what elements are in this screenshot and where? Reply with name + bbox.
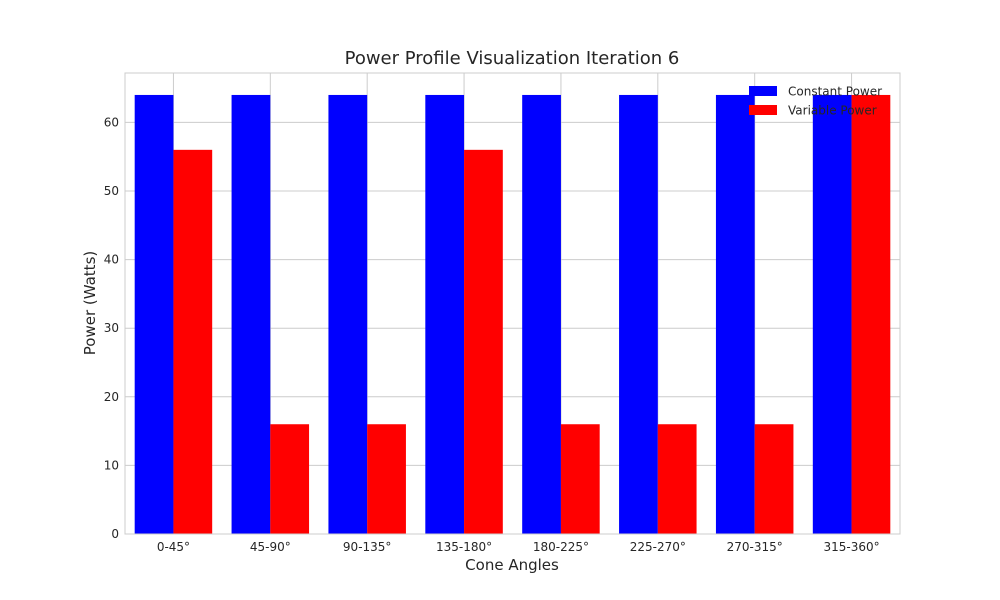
legend: Constant Power Variable Power	[749, 85, 882, 118]
variable-power-bar	[560, 424, 600, 534]
legend-swatch	[749, 105, 777, 115]
bars	[134, 94, 891, 535]
chart-title: Power Profile Visualization Iteration 6	[345, 48, 680, 69]
x-tick-label: 0-45°	[157, 540, 190, 554]
legend-label: Variable Power	[788, 104, 877, 118]
y-tick-label: 10	[104, 458, 119, 472]
y-tick-label: 60	[104, 115, 119, 129]
constant-power-bar	[715, 94, 755, 534]
x-tick-label: 180-225°	[533, 540, 589, 554]
legend-swatch	[749, 86, 777, 96]
constant-power-bar	[425, 94, 465, 534]
y-tick-label: 40	[104, 253, 119, 267]
constant-power-bar	[328, 94, 368, 534]
x-tick-label: 315-360°	[823, 540, 879, 554]
variable-power-bar	[657, 424, 697, 534]
x-tick-label: 225-270°	[630, 540, 686, 554]
constant-power-bar	[231, 94, 271, 534]
y-tick-label: 0	[111, 527, 119, 541]
variable-power-bar	[173, 149, 213, 535]
plot-frame	[124, 72, 901, 535]
y-tick-label: 20	[104, 390, 119, 404]
y-axis-label: Power (Watts)	[81, 251, 99, 355]
constant-power-bar	[619, 94, 658, 534]
variable-power-bar	[270, 424, 310, 534]
constant-power-bar	[134, 94, 174, 534]
y-tick-label: 50	[104, 184, 119, 198]
constant-power-bar	[522, 94, 561, 534]
variable-power-bar	[851, 94, 891, 534]
variable-power-bar	[367, 424, 406, 534]
tick-labels: 0 10 20 30 40 50 60 0-45° 45-90° 90-135° 135-180° 1…	[104, 115, 880, 554]
constant-power-bar	[812, 94, 852, 534]
x-tick-label: 270-315°	[727, 540, 783, 554]
legend-label: Constant Power	[788, 85, 882, 99]
variable-power-bar	[754, 424, 794, 534]
x-tick-label: 90-135°	[343, 540, 392, 554]
x-tick-label: 45-90°	[250, 540, 291, 554]
variable-power-bar	[464, 149, 503, 535]
x-tick-label: 135-180°	[436, 540, 492, 554]
y-tick-label: 30	[104, 321, 119, 335]
x-axis-label: Cone Angles	[465, 556, 559, 574]
